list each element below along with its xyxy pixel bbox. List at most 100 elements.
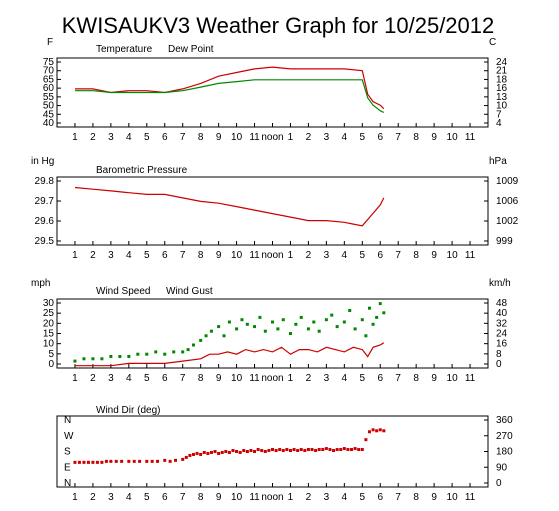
data-point <box>332 449 336 453</box>
data-point <box>195 451 199 455</box>
left-tick-label: S <box>64 447 71 458</box>
left-tick-label: 29.6 <box>35 216 55 227</box>
x-tick-label: 5 <box>360 492 366 503</box>
legend-item: Wind Gust <box>166 286 213 297</box>
left-tick-label: 30 <box>43 298 55 309</box>
x-tick-label: 4 <box>342 373 348 384</box>
x-tick-label: 1 <box>72 492 78 503</box>
x-tick-label: 3 <box>108 373 114 384</box>
data-point <box>235 327 239 331</box>
x-tick-label: 5 <box>144 250 150 261</box>
x-tick-label: 6 <box>377 132 383 143</box>
x-tick-label: 4 <box>126 492 132 503</box>
series-line <box>75 66 385 110</box>
data-point <box>324 447 328 451</box>
x-tick-label: 5 <box>144 373 150 384</box>
data-point <box>294 322 298 326</box>
data-point <box>328 448 332 452</box>
left-unit-label: F <box>47 37 53 48</box>
x-tick-label: 10 <box>447 492 459 503</box>
data-point <box>378 302 382 306</box>
left-tick-label: 15 <box>43 329 55 340</box>
right-tick-label: 999 <box>496 236 513 247</box>
x-tick-label: 11 <box>465 492 476 503</box>
x-tick-label: 5 <box>144 492 150 503</box>
left-unit-label: in Hg <box>31 156 54 167</box>
left-tick-label: N <box>64 478 71 489</box>
series-line <box>75 79 385 114</box>
left-tick-label: 25 <box>43 308 55 319</box>
data-point <box>364 334 368 338</box>
data-point <box>292 448 296 452</box>
x-tick-label: 7 <box>180 132 186 143</box>
x-tick-label: 4 <box>342 250 348 261</box>
data-point <box>382 311 386 315</box>
data-point <box>296 449 300 453</box>
left-tick-label: 45 <box>43 109 55 120</box>
data-point <box>191 452 195 456</box>
data-point <box>235 450 239 453</box>
right-unit-label: hPa <box>489 156 507 167</box>
data-point <box>276 327 280 331</box>
x-tick-label: 9 <box>216 250 222 261</box>
x-tick-label: 1 <box>72 132 78 143</box>
x-tick-label: 5 <box>144 132 150 143</box>
x-tick-label: 8 <box>198 373 204 384</box>
data-point <box>127 459 131 463</box>
right-tick-label: 16 <box>496 83 508 94</box>
data-point <box>109 355 113 358</box>
data-point <box>120 459 124 463</box>
x-tick-label: 1 <box>288 492 294 503</box>
x-tick-label: 8 <box>198 132 204 143</box>
data-point <box>136 352 140 356</box>
right-tick-label: 13 <box>496 92 508 103</box>
left-tick-label: 60 <box>43 83 55 94</box>
data-point <box>163 352 167 356</box>
x-tick-label: 3 <box>108 492 114 503</box>
data-point <box>73 359 77 363</box>
data-point <box>227 450 231 454</box>
series-line <box>75 342 385 367</box>
data-point <box>271 448 274 452</box>
right-tick-label: 180 <box>496 447 513 458</box>
x-tick-label: 4 <box>126 250 132 261</box>
data-point <box>258 315 262 319</box>
x-tick-label: 1 <box>288 373 294 384</box>
left-tick-label: W <box>64 431 74 442</box>
x-tick-label: 10 <box>447 250 459 261</box>
x-tick-label: 9 <box>431 132 437 143</box>
data-point <box>317 448 321 452</box>
data-point <box>73 460 77 464</box>
data-point <box>138 459 142 463</box>
x-tick-label: 9 <box>431 492 437 503</box>
x-tick-label: 9 <box>431 250 437 261</box>
x-tick-label: 8 <box>413 132 419 143</box>
x-tick-label: 1 <box>72 250 78 261</box>
x-tick-label: 7 <box>395 373 401 384</box>
left-tick-label: 29.7 <box>35 196 55 207</box>
data-point <box>231 449 235 453</box>
x-tick-label: 10 <box>231 250 243 261</box>
x-tick-label: 2 <box>90 132 96 143</box>
right-tick-label: 1009 <box>496 176 519 187</box>
data-point <box>199 338 203 342</box>
data-point <box>353 447 357 451</box>
left-tick-label: 65 <box>43 74 55 85</box>
x-tick-label: 6 <box>377 373 383 384</box>
left-tick-label: N <box>64 415 71 426</box>
x-tick-label: 1 <box>288 250 294 261</box>
right-tick-label: 21 <box>496 66 508 77</box>
plot-frame <box>56 415 489 488</box>
x-tick-label: 6 <box>162 492 168 503</box>
data-point <box>82 460 86 464</box>
x-tick-label: 10 <box>231 492 243 503</box>
left-tick-label: 75 <box>43 57 55 68</box>
data-point <box>271 320 274 324</box>
x-tick-label: 3 <box>108 132 114 143</box>
x-tick-label: 8 <box>413 373 419 384</box>
legend-item: Barometric Pressure <box>96 165 188 176</box>
data-point <box>350 448 354 452</box>
x-tick-label: 6 <box>377 250 383 261</box>
right-tick-label: 8 <box>496 349 502 360</box>
